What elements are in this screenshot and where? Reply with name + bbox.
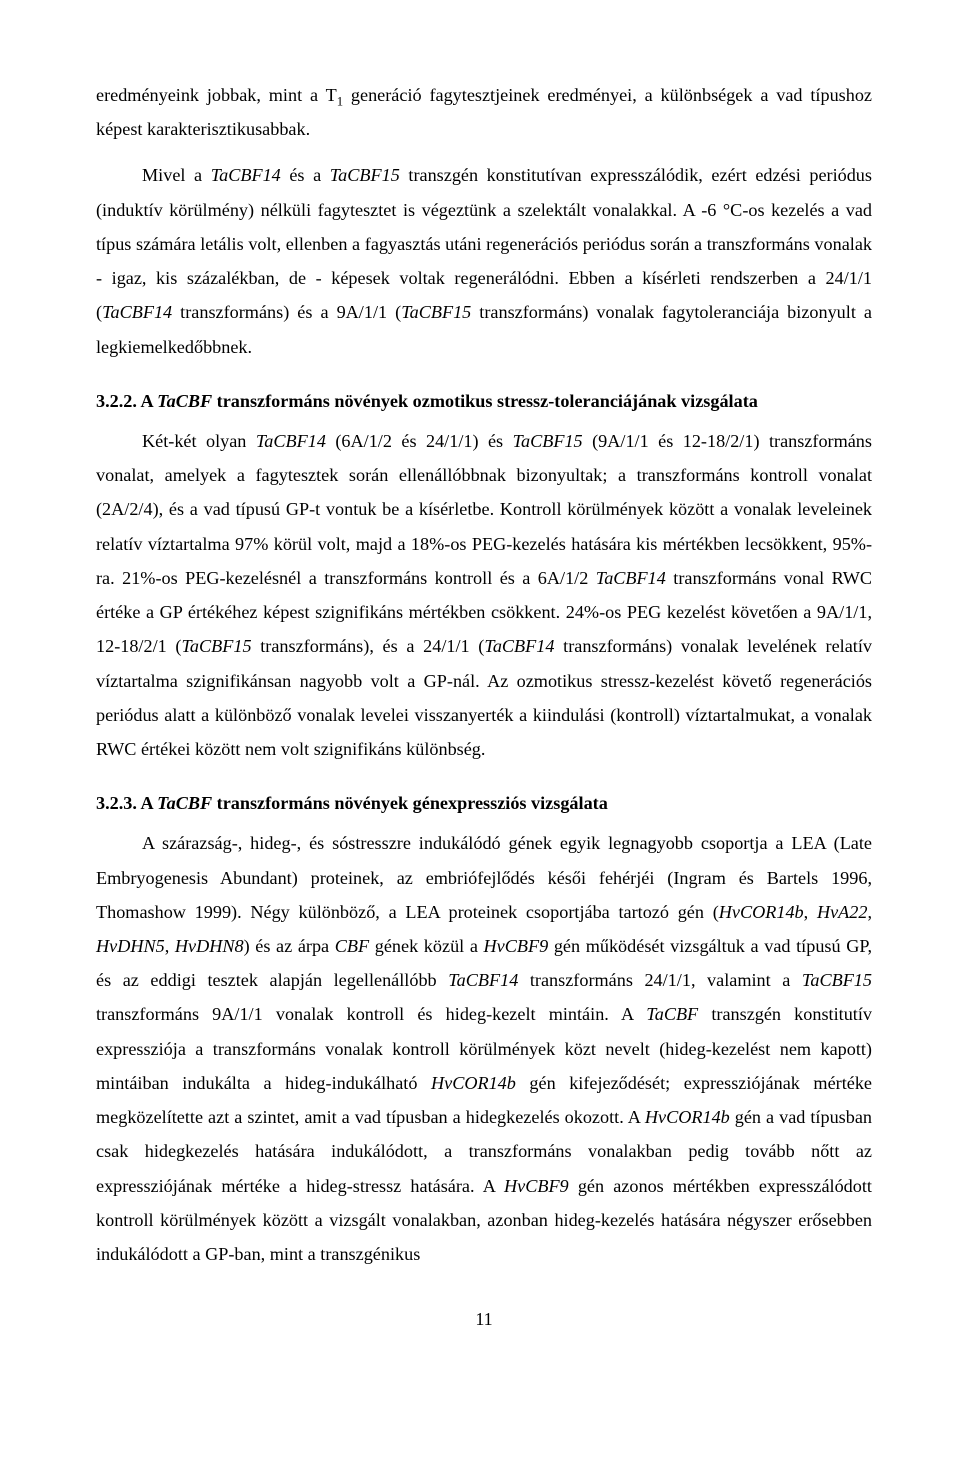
text: transzformáns), és a 24/1/1 ( xyxy=(252,636,485,656)
paragraph-1: eredményeink jobbak, mint a T1 generáció… xyxy=(96,78,872,146)
gene-name: TaCBF15 xyxy=(330,165,400,185)
text: (9A/1/1 és 12-18/2/1) transzformáns vona… xyxy=(96,431,872,588)
text: , xyxy=(804,902,817,922)
text: transzgén konstitutívan expresszálódik, … xyxy=(96,165,872,322)
gene-name: TaCBF15 xyxy=(401,302,471,322)
text: transzformáns 24/1/1, valamint a xyxy=(518,970,802,990)
heading-number: 3.2.3. A xyxy=(96,793,157,813)
gene-name: TaCBF14 xyxy=(211,165,281,185)
text: Két-két olyan xyxy=(142,431,256,451)
text: , xyxy=(867,902,872,922)
paragraph-3: Két-két olyan TaCBF14 (6A/1/2 és 24/1/1)… xyxy=(96,424,872,766)
gene-name: TaCBF xyxy=(157,793,212,813)
page-body: eredményeink jobbak, mint a T1 generáció… xyxy=(0,0,960,1397)
paragraph-2: Mivel a TaCBF14 és a TaCBF15 transzgén k… xyxy=(96,158,872,363)
gene-name: HvCBF9 xyxy=(484,936,549,956)
section-heading-3-2-3: 3.2.3. A TaCBF transzformáns növények gé… xyxy=(96,786,872,820)
gene-name: HvCOR14b xyxy=(719,902,804,922)
heading-number: 3.2.2. A xyxy=(96,391,157,411)
gene-name: TaCBF xyxy=(157,391,212,411)
text: , xyxy=(165,936,175,956)
text: eredményeink jobbak, mint a T xyxy=(96,85,337,105)
gene-name: TaCBF14 xyxy=(596,568,666,588)
page-number: 11 xyxy=(96,1303,872,1337)
heading-text: transzformáns növények ozmotikus stressz… xyxy=(212,391,758,411)
text: és a xyxy=(281,165,330,185)
gene-name: TaCBF14 xyxy=(102,302,172,322)
text: transzformáns) és a 9A/1/1 ( xyxy=(172,302,401,322)
gene-name: TaCBF15 xyxy=(513,431,583,451)
gene-name: TaCBF14 xyxy=(448,970,518,990)
gene-name: HvCOR14b xyxy=(645,1107,730,1127)
gene-name: TaCBF14 xyxy=(484,636,554,656)
text: (6A/1/2 és 24/1/1) és xyxy=(326,431,513,451)
gene-name: HvDHN8 xyxy=(175,936,244,956)
gene-name: TaCBF15 xyxy=(181,636,251,656)
gene-name: HvCOR14b xyxy=(431,1073,516,1093)
gene-name: TaCBF xyxy=(646,1004,698,1024)
text: transzformáns 9A/1/1 vonalak kontroll és… xyxy=(96,1004,646,1024)
gene-name: HvA22 xyxy=(817,902,868,922)
heading-text: transzformáns növények génexpressziós vi… xyxy=(212,793,608,813)
gene-name: CBF xyxy=(335,936,369,956)
section-heading-3-2-2: 3.2.2. A TaCBF transzformáns növények oz… xyxy=(96,384,872,418)
gene-name: TaCBF14 xyxy=(256,431,326,451)
text: ) és az árpa xyxy=(244,936,335,956)
text: Mivel a xyxy=(142,165,211,185)
paragraph-4: A szárazság-, hideg-, és sóstresszre ind… xyxy=(96,826,872,1271)
text: gének közül a xyxy=(369,936,483,956)
gene-name: HvDHN5 xyxy=(96,936,165,956)
gene-name: HvCBF9 xyxy=(504,1176,569,1196)
gene-name: TaCBF15 xyxy=(802,970,872,990)
